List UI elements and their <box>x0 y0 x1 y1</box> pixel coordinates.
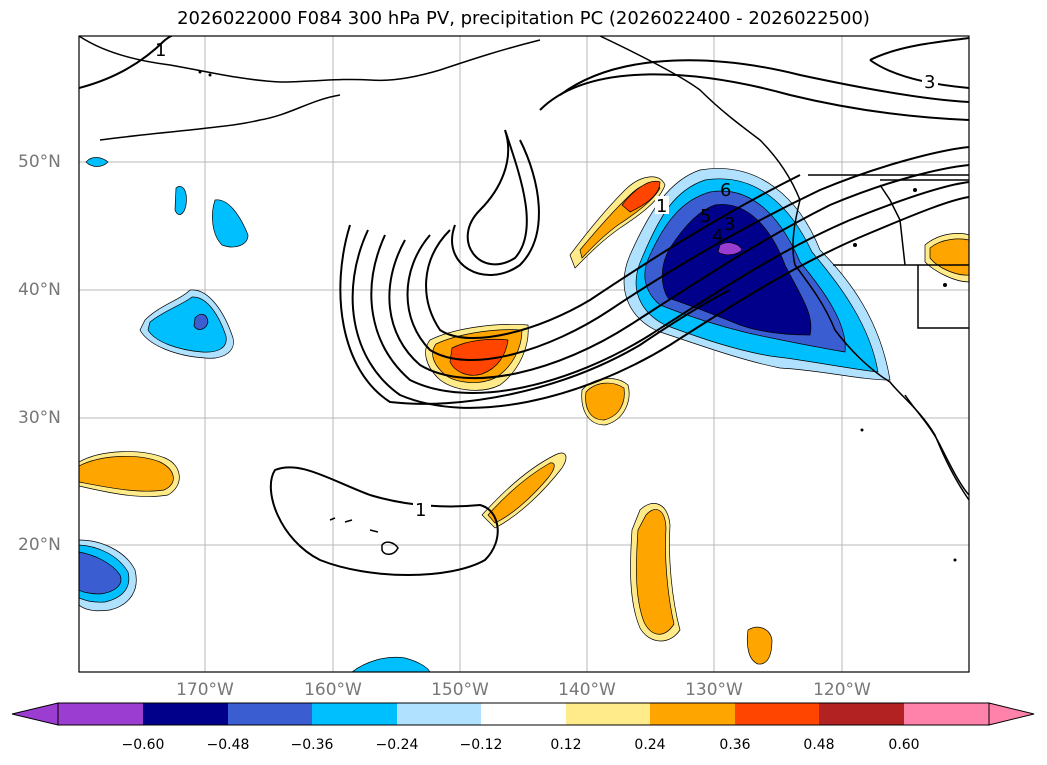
map-title: 2026022000 F084 300 hPa PV, precipitatio… <box>177 8 870 29</box>
map-frame <box>78 35 970 673</box>
colorbar-tick: −0.36 <box>290 737 334 753</box>
contour-label: 1 <box>656 196 667 217</box>
precip-negative-areas <box>79 157 891 672</box>
lat-label-50n: 50°N <box>18 152 61 172</box>
lon-label-130w: 130°W <box>685 680 743 700</box>
colorbar-tick: 0.60 <box>888 737 920 753</box>
islands <box>198 70 957 562</box>
contour-label: 1 <box>415 500 426 521</box>
lat-label-40n: 40°N <box>18 280 61 300</box>
pv-contour-subtropical <box>269 466 499 576</box>
contour-label: 4 <box>712 226 723 247</box>
contour-label: 3 <box>924 72 935 93</box>
contour-label: 3 <box>724 214 735 235</box>
lon-label-170w: 170°W <box>176 680 234 700</box>
colorbar-tick: 0.24 <box>634 737 666 753</box>
lon-label-140w: 140°W <box>558 680 616 700</box>
contour-labels: 1 1 1 3 6 5 4 3 <box>155 40 938 521</box>
colorbar-tick: 0.12 <box>550 737 582 753</box>
colorbar <box>11 702 1035 726</box>
lon-label-120w: 120°W <box>813 680 871 700</box>
colorbar-tick: −0.24 <box>375 737 419 753</box>
colorbar-tick: −0.12 <box>459 737 503 753</box>
lon-label-150w: 150°W <box>431 680 489 700</box>
contour-label: 1 <box>155 40 166 61</box>
colorbar-tick: −0.48 <box>206 737 250 753</box>
contour-label: 6 <box>720 180 731 201</box>
lat-label-30n: 30°N <box>18 408 61 428</box>
precip-positive-areas <box>79 176 969 665</box>
lon-label-160w: 160°W <box>304 680 362 700</box>
colorbar-tick: 0.36 <box>719 737 751 753</box>
colorbar-tick: −0.60 <box>121 737 165 753</box>
colorbar-tick: 0.48 <box>803 737 835 753</box>
pv-contours <box>79 36 969 576</box>
lat-label-20n: 20°N <box>18 535 61 555</box>
coastlines <box>79 36 969 555</box>
contour-label: 5 <box>700 206 711 227</box>
